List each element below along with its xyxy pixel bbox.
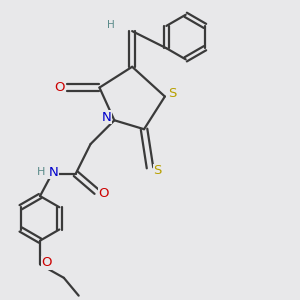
Text: S: S	[153, 164, 162, 177]
Text: O: O	[54, 81, 64, 94]
Text: S: S	[168, 87, 176, 100]
Text: O: O	[99, 187, 109, 200]
Text: N: N	[102, 111, 112, 124]
Text: N: N	[49, 166, 58, 179]
Text: H: H	[107, 20, 115, 30]
Text: O: O	[41, 256, 52, 269]
Text: H: H	[37, 167, 46, 177]
